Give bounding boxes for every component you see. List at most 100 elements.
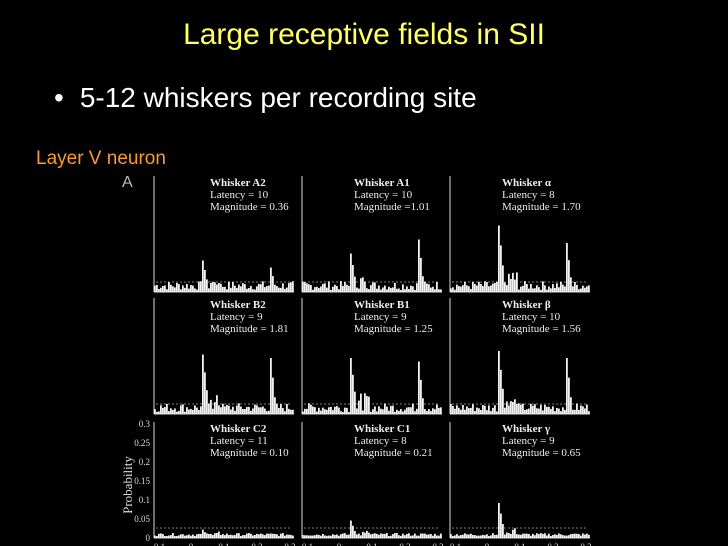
histogram-bar [198, 409, 200, 414]
histogram-bar [566, 358, 568, 414]
histogram-bar [432, 535, 434, 538]
histogram-bar [364, 532, 366, 538]
histogram-bar [308, 403, 310, 414]
histogram-bar [370, 411, 372, 414]
histogram-bar [366, 530, 368, 538]
histogram-bar [342, 533, 344, 538]
histogram-bar [552, 406, 554, 414]
histogram-bar [180, 534, 182, 538]
histogram-bar [286, 404, 288, 414]
histogram-bar [508, 405, 510, 414]
histogram-bar [282, 533, 284, 538]
histogram-bar [434, 533, 436, 538]
histogram-bar [242, 283, 244, 292]
histogram-bar [502, 265, 504, 292]
histogram-bar [544, 285, 546, 292]
histogram-bar [272, 377, 274, 414]
histogram-bar [312, 535, 314, 538]
histogram-bar [256, 533, 258, 538]
histogram-bar [516, 534, 518, 538]
latency-label: Latency = 8 [502, 189, 555, 201]
histogram-bar [356, 534, 358, 538]
whisker-name: Whisker α [502, 177, 552, 189]
histogram-bar [396, 409, 398, 414]
histogram-bar [362, 531, 364, 538]
histogram-bar [372, 282, 374, 292]
histogram-bar [520, 286, 522, 292]
histogram-bar [520, 534, 522, 538]
histogram-bar [402, 411, 404, 414]
histogram-bar [360, 278, 362, 292]
histogram-bar [458, 407, 460, 414]
histogram-bar [240, 535, 242, 538]
histogram-bar [494, 534, 496, 538]
histogram-bar [566, 535, 568, 538]
histogram-bar [182, 534, 184, 538]
histogram-bar [230, 287, 232, 292]
histogram-bar [316, 411, 318, 414]
histogram-bar [274, 284, 276, 292]
histogram-bar [510, 278, 512, 292]
histogram-bar [210, 282, 212, 292]
histogram-bar [176, 411, 178, 414]
histogram-bar [508, 273, 510, 292]
histogram-bar [246, 288, 248, 292]
histogram-bar [358, 400, 360, 414]
histogram-bar [308, 284, 310, 292]
latency-label: Latency = 10 [354, 189, 413, 201]
histogram-bar [176, 535, 178, 538]
histogram-bar [346, 534, 348, 538]
histogram-bar [422, 398, 424, 414]
histogram-bar [186, 283, 188, 292]
histogram-bar [462, 404, 464, 414]
histogram-bar [424, 533, 426, 538]
histogram-bar [432, 286, 434, 292]
histogram-bar [174, 408, 176, 414]
histogram-bar [392, 534, 394, 538]
histogram-bar [560, 534, 562, 538]
histogram-bar [260, 284, 262, 292]
y-tick-label: 0.2 [139, 457, 150, 467]
histogram-bar [324, 535, 326, 538]
histogram-bar [188, 288, 190, 292]
histogram-bar [352, 374, 354, 414]
histogram-bar [264, 535, 266, 538]
histogram-bar [290, 409, 292, 414]
histogram-bar [586, 286, 588, 292]
histogram-bar [210, 533, 212, 538]
histogram-bar [532, 288, 534, 292]
histogram-bar [262, 281, 264, 292]
histogram-bar [582, 285, 584, 292]
histogram-bar [196, 289, 198, 292]
histogram-bar [376, 411, 378, 414]
histogram-bar [534, 288, 536, 292]
histogram-bar [196, 407, 198, 414]
histogram-bar [172, 409, 174, 414]
histogram-bar [430, 533, 432, 538]
histogram-bar [262, 534, 264, 538]
histogram-bar [206, 533, 208, 538]
histogram-bar [168, 535, 170, 538]
histogram-bar [344, 282, 346, 292]
histogram-bar [578, 409, 580, 414]
histogram-bar [366, 395, 368, 414]
histogram-bar [276, 286, 278, 292]
histogram-bar [268, 285, 270, 292]
histogram-bar [464, 281, 466, 292]
histogram-bar [534, 535, 536, 538]
histogram-bar [212, 282, 214, 292]
histogram-bar [162, 407, 164, 414]
histogram-bar [368, 289, 370, 292]
histogram-bar [492, 283, 494, 292]
histogram-bar [184, 535, 186, 538]
histogram-bar [374, 406, 376, 414]
histogram-bar [546, 289, 548, 292]
histogram-bar [402, 284, 404, 292]
histogram-bar [518, 403, 520, 414]
histogram-bar [386, 289, 388, 292]
histogram-bar [276, 534, 278, 538]
histogram-bar [550, 535, 552, 538]
histogram-bar [330, 535, 332, 538]
histogram-bar [522, 403, 524, 414]
histogram-bar [496, 281, 498, 292]
